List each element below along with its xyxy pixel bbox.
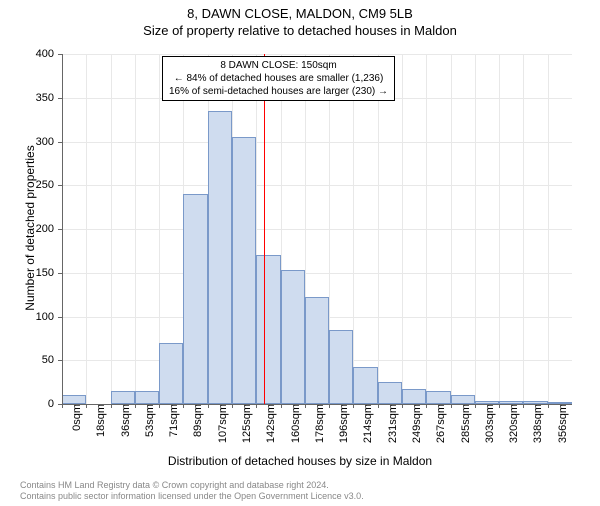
x-tick-label: 178sqm	[308, 404, 326, 443]
x-tick-label: 214sqm	[356, 404, 374, 443]
grid-line	[62, 273, 572, 274]
histogram-bar	[159, 343, 183, 404]
histogram-bar	[305, 297, 329, 404]
y-axis-label: Number of detached properties	[23, 128, 37, 328]
grid-line	[62, 229, 572, 230]
grid-line	[135, 54, 136, 404]
annotation-line: ← 84% of detached houses are smaller (1,…	[169, 72, 388, 85]
chart-title-sub: Size of property relative to detached ho…	[0, 23, 600, 38]
plot-area: 0501001502002503003504000sqm18sqm36sqm53…	[62, 54, 572, 404]
x-tick-label: 231sqm	[381, 404, 399, 443]
annotation-line: 16% of semi-detached houses are larger (…	[169, 85, 388, 98]
x-tick-label: 0sqm	[65, 404, 83, 431]
histogram-bar	[378, 382, 402, 404]
x-tick-label: 53sqm	[138, 404, 156, 437]
footer-attribution: Contains HM Land Registry data © Crown c…	[20, 480, 364, 502]
x-tick-label: 160sqm	[284, 404, 302, 443]
x-tick-label: 267sqm	[429, 404, 447, 443]
footer-line2: Contains public sector information licen…	[20, 491, 364, 502]
annotation-box: 8 DAWN CLOSE: 150sqm← 84% of detached ho…	[162, 56, 395, 101]
grid-line	[111, 54, 112, 404]
grid-line	[548, 54, 549, 404]
reference-line	[264, 54, 265, 404]
histogram-bar	[329, 330, 353, 404]
histogram-bar	[256, 255, 280, 404]
grid-line	[86, 54, 87, 404]
x-tick-label: 338sqm	[526, 404, 544, 443]
grid-line	[499, 54, 500, 404]
footer-line1: Contains HM Land Registry data © Crown c…	[20, 480, 364, 491]
histogram-bar	[208, 111, 232, 404]
x-tick-label: 18sqm	[89, 404, 107, 437]
x-axis	[62, 404, 572, 405]
x-tick-label: 125sqm	[235, 404, 253, 443]
x-tick-label: 285sqm	[454, 404, 472, 443]
histogram-bar	[232, 137, 256, 404]
histogram-bar	[451, 395, 475, 404]
x-tick-label: 356sqm	[551, 404, 569, 443]
histogram-bar	[402, 389, 426, 404]
x-tick-label: 89sqm	[186, 404, 204, 437]
histogram-bar	[183, 194, 207, 404]
chart-container: 8, DAWN CLOSE, MALDON, CM9 5LB Size of p…	[0, 6, 600, 506]
x-tick-label: 36sqm	[114, 404, 132, 437]
x-tick-label: 303sqm	[478, 404, 496, 443]
grid-line	[62, 142, 572, 143]
histogram-bar	[111, 391, 135, 404]
grid-line	[523, 54, 524, 404]
grid-line	[426, 54, 427, 404]
grid-line	[62, 54, 572, 55]
histogram-bar	[426, 391, 450, 404]
grid-line	[475, 54, 476, 404]
annotation-line: 8 DAWN CLOSE: 150sqm	[169, 59, 388, 72]
x-tick-label: 249sqm	[405, 404, 423, 443]
histogram-bar	[353, 367, 377, 404]
x-tick-label: 320sqm	[502, 404, 520, 443]
x-tick-label: 107sqm	[211, 404, 229, 443]
x-tick-label: 142sqm	[259, 404, 277, 443]
grid-line	[378, 54, 379, 404]
grid-line	[402, 54, 403, 404]
histogram-bar	[135, 391, 159, 404]
x-tick-label: 196sqm	[332, 404, 350, 443]
histogram-bar	[62, 395, 86, 404]
grid-line	[451, 54, 452, 404]
histogram-bar	[281, 270, 305, 404]
x-axis-label: Distribution of detached houses by size …	[0, 454, 600, 468]
y-axis	[62, 54, 63, 404]
x-tick-label: 71sqm	[162, 404, 180, 437]
grid-line	[62, 185, 572, 186]
grid-line	[353, 54, 354, 404]
chart-title-main: 8, DAWN CLOSE, MALDON, CM9 5LB	[0, 6, 600, 21]
